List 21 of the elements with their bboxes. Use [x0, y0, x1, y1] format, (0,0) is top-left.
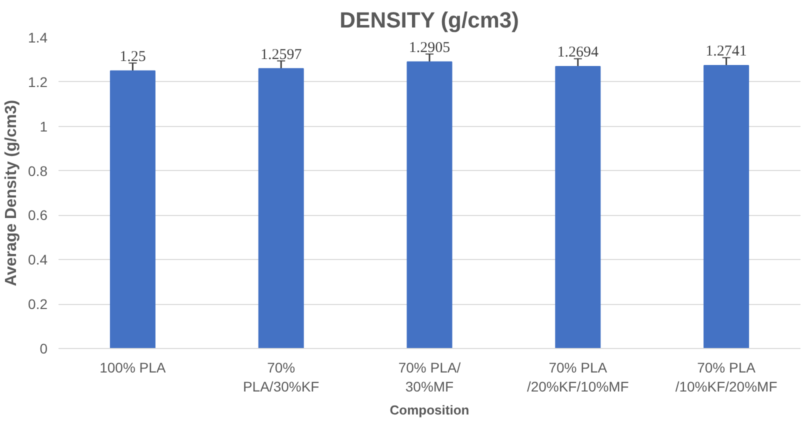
- y-tick-label: 0.8: [28, 162, 48, 179]
- y-tick-label: 1: [40, 118, 48, 134]
- y-tick-label: 0.4: [28, 252, 48, 268]
- y-tick-label: 0.6: [28, 207, 48, 224]
- x-axis-title: Composition: [390, 402, 470, 418]
- data-label: 1.2905: [408, 40, 450, 56]
- y-tick-label: 1.2: [28, 74, 48, 90]
- data-label: 1.2597: [260, 46, 302, 63]
- y-tick-label: 0.2: [28, 296, 48, 312]
- chart-title: DENSITY (g/cm3): [340, 8, 519, 32]
- y-tick-label: 1.4: [28, 30, 48, 46]
- x-tick-label: 70% PLA /10%KF/20%MF: [675, 360, 778, 395]
- data-label: 1.2694: [557, 44, 600, 61]
- x-tick-label: 70% PLA /20%KF/10%MF: [526, 360, 629, 395]
- data-label: 1.2741: [706, 44, 747, 60]
- y-tick-label: 0: [40, 340, 48, 356]
- x-tick-label: 70% PLA/ 30%MF: [398, 360, 461, 395]
- y-axis-title: Average Density (g/cm3): [3, 100, 20, 286]
- data-label: 1.25: [120, 49, 146, 66]
- x-tick-label: 100% PLA: [100, 360, 166, 376]
- x-tick-label: 70% PLA/30%KF: [242, 360, 320, 395]
